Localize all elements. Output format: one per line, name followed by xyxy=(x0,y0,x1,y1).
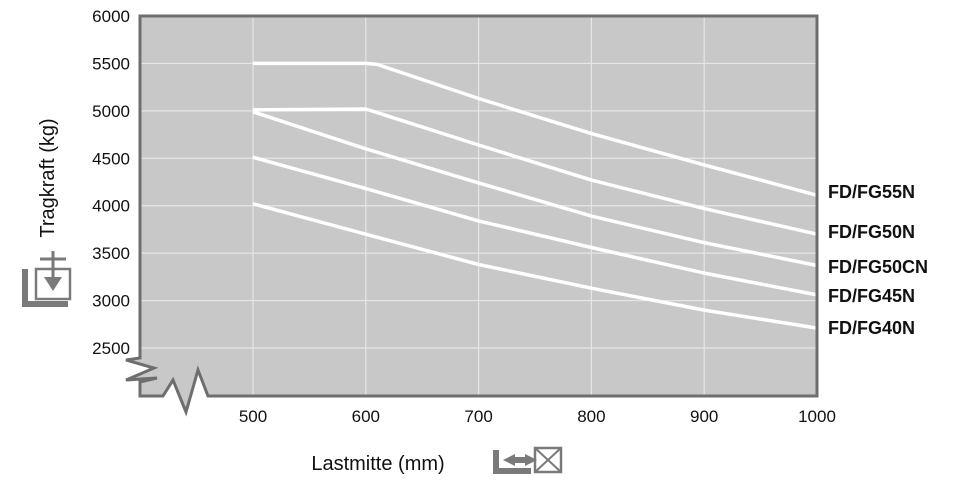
series-labels: FD/FG55N FD/FG50N FD/FG50CN FD/FG45N FD/FG40… xyxy=(828,182,928,338)
series-label-fd-fg45n: FD/FG45N xyxy=(828,286,915,306)
x-tick-label: 500 xyxy=(239,407,267,426)
series-label-fd-fg40n: FD/FG40N xyxy=(828,318,915,338)
load-weight-icon xyxy=(22,251,72,307)
grid-lines xyxy=(140,16,817,396)
series-label-fd-fg50cn: FD/FG50CN xyxy=(828,257,928,277)
y-tick-label: 4000 xyxy=(92,197,130,216)
series-line-fd-fg40n xyxy=(252,202,818,330)
load-center-icon xyxy=(493,446,563,474)
x-tick-label: 700 xyxy=(464,407,492,426)
y-tick-labels: 2500 3000 3500 4000 4500 5000 5500 6000 xyxy=(92,7,130,358)
x-tick-labels: 500 600 700 800 900 1000 xyxy=(239,407,836,426)
plot-area xyxy=(126,16,817,412)
y-tick-label: 5000 xyxy=(92,102,130,121)
series-line-fd-fg50cn xyxy=(252,110,818,268)
x-tick-label: 1000 xyxy=(798,407,836,426)
x-tick-label: 800 xyxy=(577,407,605,426)
y-tick-label: 6000 xyxy=(92,7,130,26)
series-label-fd-fg55n: FD/FG55N xyxy=(828,182,915,202)
series-line-fd-fg45n xyxy=(252,155,818,297)
y-axis-title: Tragkraft (kg) xyxy=(37,118,59,237)
y-tick-label: 5500 xyxy=(92,54,130,73)
y-tick-label: 4500 xyxy=(92,149,130,168)
x-axis-title: Lastmitte (mm) xyxy=(311,453,444,475)
series-line-fd-fg55n xyxy=(253,61,818,197)
x-tick-label: 600 xyxy=(352,407,380,426)
y-tick-label: 3500 xyxy=(92,244,130,263)
series-line-fd-fg50n xyxy=(252,107,818,236)
frame-outline xyxy=(125,14,819,417)
plot-frame xyxy=(125,14,819,417)
plot-background xyxy=(126,16,817,412)
x-tick-label: 900 xyxy=(690,407,718,426)
y-tick-label: 3000 xyxy=(92,292,130,311)
series-label-fd-fg50n: FD/FG50N xyxy=(828,222,915,242)
series-lines xyxy=(252,61,818,330)
y-tick-label: 2500 xyxy=(92,339,130,358)
